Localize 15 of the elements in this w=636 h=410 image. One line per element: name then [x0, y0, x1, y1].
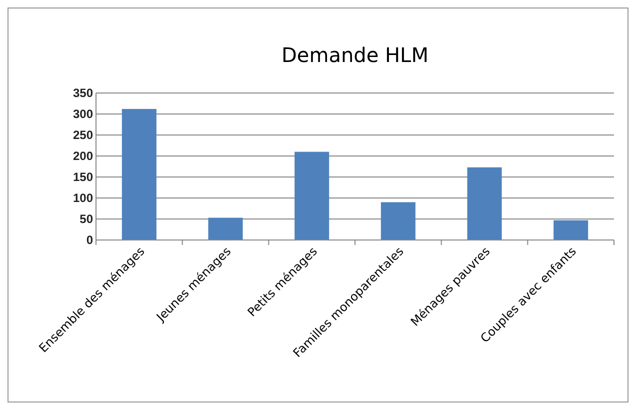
- y-tick-label: 350: [72, 86, 94, 100]
- y-tick-label: 100: [72, 190, 94, 205]
- y-tick-label: 200: [72, 148, 94, 163]
- bar: [122, 108, 156, 240]
- bar: [467, 167, 502, 240]
- bar: [294, 152, 330, 240]
- y-tick-label: 0: [86, 232, 94, 247]
- y-tick-label: 50: [80, 212, 94, 226]
- bar: [554, 220, 588, 240]
- y-tick-label: 250: [72, 128, 94, 142]
- bar: [380, 202, 416, 240]
- y-tick-label: 150: [72, 170, 94, 184]
- chart-title: Demande HLM: [282, 43, 428, 67]
- y-tick-label: 300: [72, 106, 94, 121]
- bar: [208, 218, 243, 240]
